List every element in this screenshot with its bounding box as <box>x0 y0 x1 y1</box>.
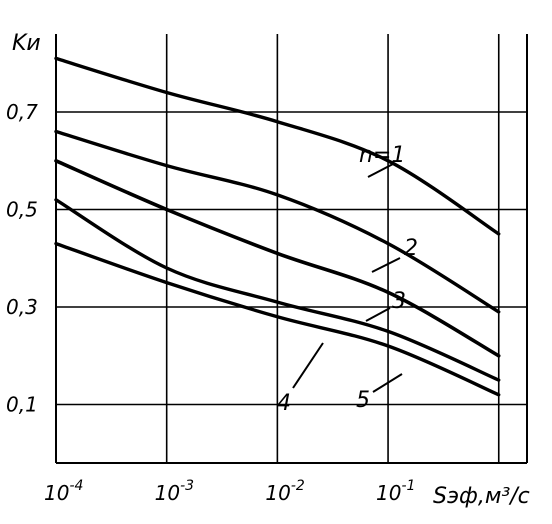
series-label-1: n=1 <box>359 143 405 168</box>
series-label-leader <box>292 342 324 389</box>
x-tick-label: 10-2 <box>265 478 305 505</box>
series-label-3: 3 <box>392 289 406 314</box>
y-axis-title: Kи <box>12 31 41 56</box>
series-label-leader <box>372 373 403 393</box>
x-tick-label: 10-3 <box>155 478 194 505</box>
series-line-2 <box>54 129 501 314</box>
x-tick-label: 10-4 <box>44 478 83 505</box>
y-tick-label: 0,5 <box>6 198 38 222</box>
series-label-leader <box>367 163 394 178</box>
series-line-1 <box>54 56 501 236</box>
series-line-4 <box>54 198 501 382</box>
series-line-5 <box>54 241 501 397</box>
series-group <box>54 56 501 397</box>
y-tick-label: 0,3 <box>6 295 38 319</box>
series-label-5: 5 <box>356 388 370 413</box>
series-label-leader <box>371 257 401 273</box>
y-tick-label: 0,1 <box>6 393 38 417</box>
series-label-2: 2 <box>404 236 418 261</box>
series-label-leader <box>365 307 391 322</box>
x-tick-label: 10-1 <box>376 478 415 505</box>
grid <box>55 34 528 464</box>
x-axis-title: Sэф,м³/с <box>433 484 530 509</box>
labels-group: n=1 2 3 4 5 0,1 0,3 0,5 0,7 10-4 10-3 10-2 10-1 Kи Sэф… <box>6 31 530 509</box>
series-line-3 <box>54 159 501 358</box>
y-tick-label: 0,7 <box>6 100 38 124</box>
series-label-4: 4 <box>277 391 291 416</box>
